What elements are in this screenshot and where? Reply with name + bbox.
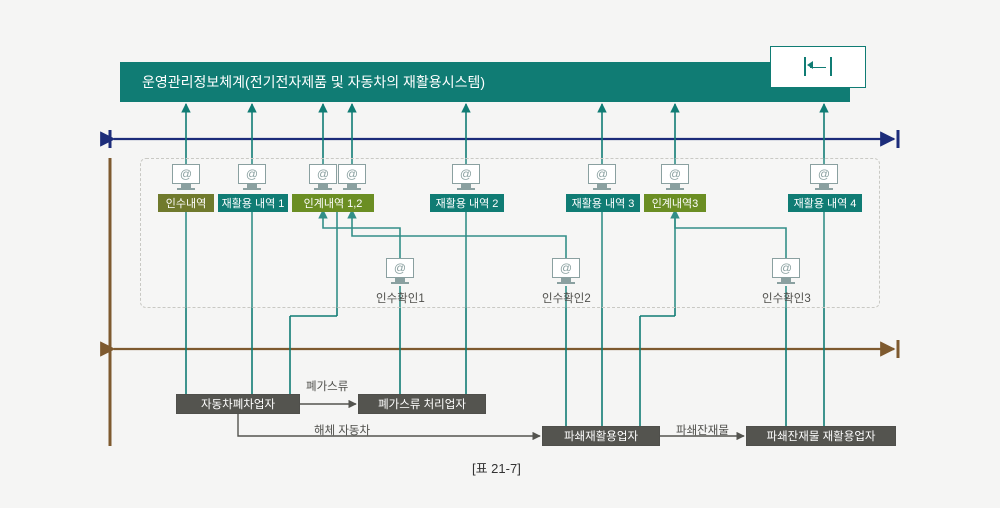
tag-recycle-3: 재활용 내역 3 — [566, 194, 640, 212]
terminal-icon: @ — [810, 164, 838, 190]
tag-transfer-12: 인계내역 1,2 — [292, 194, 374, 212]
tag-transfer-3: 인계내역3 — [644, 194, 706, 212]
terminal-icon: @ — [772, 258, 800, 284]
monitor-icon — [830, 58, 832, 76]
flow-label-dismantle: 해체 자동차 — [314, 422, 370, 438]
terminal-icon: @ — [172, 164, 200, 190]
title-bar: 운영관리정보체계(전기전자제품 및 자동차의 재활용시스템) — [120, 62, 850, 102]
system-icon-box — [770, 46, 866, 88]
confirm-3-label: 인수확인3 — [762, 290, 811, 306]
recycling-system-diagram: 운영관리정보체계(전기전자제품 및 자동차의 재활용시스템) — [0, 0, 1000, 508]
terminal-icon: @ — [552, 258, 580, 284]
flow-label-gas: 폐가스류 — [306, 378, 348, 394]
actor-residue-recycler: 파쇄잔재물 재활용업자 — [746, 426, 896, 446]
terminal-icon: @ — [386, 258, 414, 284]
actor-shred-recycler: 파쇄재활용업자 — [542, 426, 660, 446]
monitor-icon — [804, 58, 806, 76]
tag-recycle-4: 재활용 내역 4 — [788, 194, 862, 212]
confirm-1-label: 인수확인1 — [376, 290, 425, 306]
terminal-icon: @ — [588, 164, 616, 190]
actor-gas-processor: 폐가스류 처리업자 — [358, 394, 486, 414]
confirm-2-label: 인수확인2 — [542, 290, 591, 306]
figure-caption: [표 21-7] — [472, 458, 521, 477]
terminal-icon: @ — [338, 164, 366, 190]
title-text: 운영관리정보체계(전기전자제품 및 자동차의 재활용시스템) — [142, 72, 485, 92]
actor-dismantler: 자동차폐차업자 — [176, 394, 300, 414]
flow-label-shred: 파쇄잔재물 — [676, 422, 729, 438]
tag-intake: 인수내역 — [158, 194, 214, 212]
tag-recycle-1: 재활용 내역 1 — [218, 194, 288, 212]
terminal-icon: @ — [238, 164, 266, 190]
terminal-icon: @ — [661, 164, 689, 190]
terminal-icon: @ — [452, 164, 480, 190]
terminal-icon: @ — [309, 164, 337, 190]
tag-recycle-2: 재활용 내역 2 — [430, 194, 504, 212]
